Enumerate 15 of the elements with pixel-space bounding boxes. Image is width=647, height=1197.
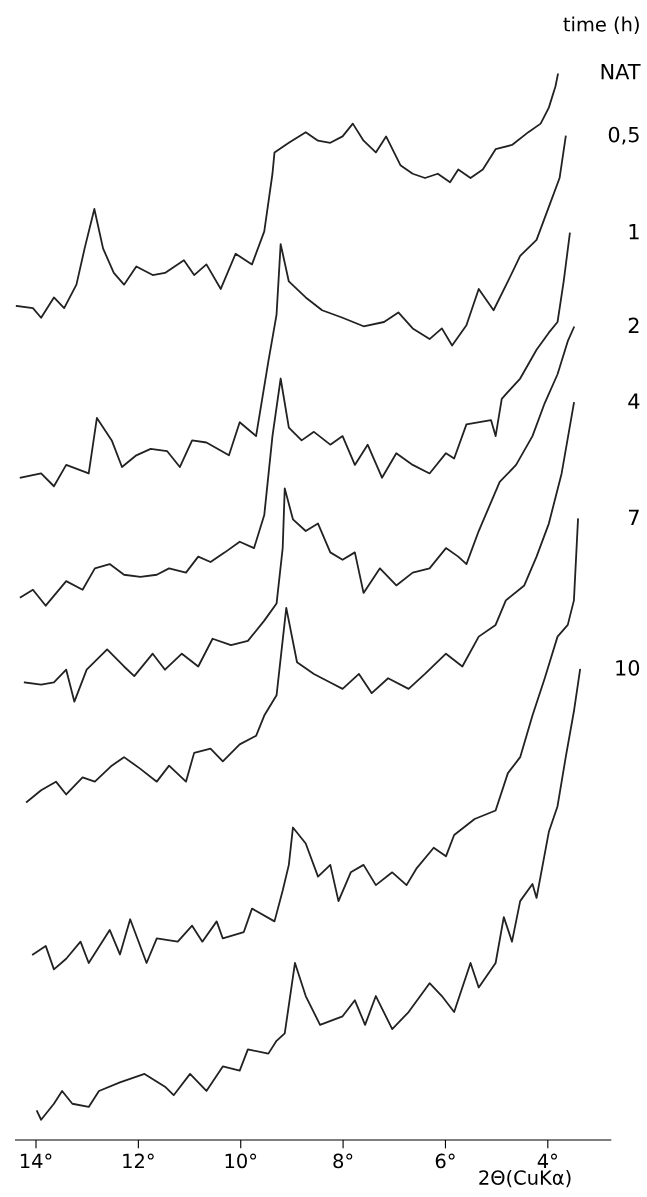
x-tick-label: 4° <box>537 1153 558 1168</box>
text: 1 <box>629 224 639 240</box>
x-tick-label: 10° <box>225 1153 257 1169</box>
x-tick-label: 8° <box>333 1153 353 1169</box>
x-tick-label: 12° <box>123 1153 154 1168</box>
text: 2 <box>628 317 639 334</box>
text: 4 <box>628 393 640 409</box>
text: NAT <box>601 64 641 80</box>
text: 0,5 <box>608 126 639 145</box>
x-tick-label: 6° <box>435 1153 455 1169</box>
legend-title: time (h) <box>563 16 639 34</box>
x-axis-title: 2Θ(CuKα) <box>479 1169 571 1188</box>
text: 7 <box>628 509 639 526</box>
series-label: 10 <box>616 659 640 676</box>
x-tick-label: 14° <box>20 1153 52 1168</box>
